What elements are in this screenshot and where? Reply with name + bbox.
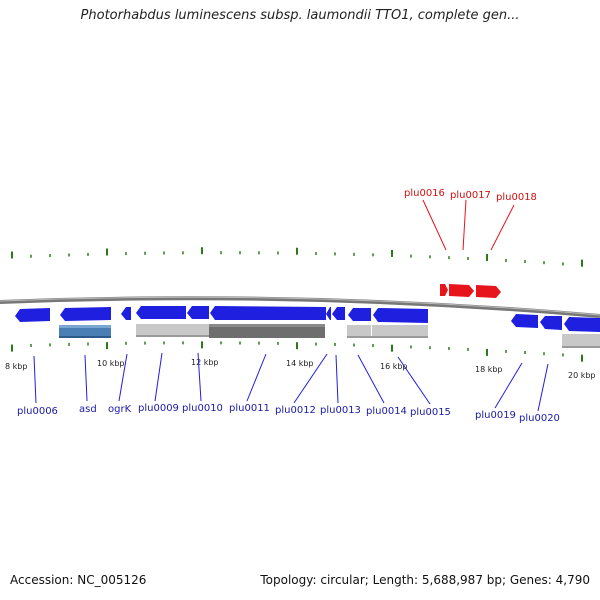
kbp-label: 20 kbp [568,371,596,380]
gene-arrow-plu0016[interactable] [440,284,448,296]
gene-arrow-plu0018[interactable] [476,285,501,298]
gene-label-plu0009[interactable]: plu0009 [138,403,179,414]
gene-arrow-plu0010[interactable] [187,306,209,319]
chromosome-backbone [0,296,600,318]
rna-bar-plu0014[interactable] [347,325,371,338]
reverse-gene-labels: plu0006 asd ogrK plu0009 plu0010 plu0011… [17,403,560,424]
gene-arrow-plu0012[interactable] [326,307,331,320]
gene-label-plu0017[interactable]: plu0017 [450,190,491,201]
kbp-label: 18 kbp [475,365,503,374]
gene-arrow-asd[interactable] [60,307,111,321]
reverse-strand-genes [15,306,600,332]
forward-gene-callouts [422,199,515,251]
gene-label-plu0020[interactable]: plu0020 [519,413,560,424]
gene-arrow-plu0009[interactable] [136,306,186,319]
gene-label-asd[interactable]: asd [79,404,97,415]
gene-arrow-plu0011[interactable] [210,306,326,320]
gene-label-plu0016[interactable]: plu0016 [404,188,445,199]
kbp-label: 16 kbp [380,362,408,371]
kbp-label: 12 kbp [191,358,219,367]
gene-arrow-next[interactable] [564,317,600,332]
gene-label-plu0006[interactable]: plu0006 [17,406,58,417]
gene-arrow-plu0017[interactable] [449,284,474,297]
rna-bar-plu0009[interactable] [136,324,209,337]
gene-label-plu0014[interactable]: plu0014 [366,406,407,417]
gene-label-plu0018[interactable]: plu0018 [496,192,537,203]
kbp-label: 10 kbp [97,359,125,368]
page-title: Photorhabdus luminescens subsp. laumondi… [80,8,520,23]
genome-summary-text: Topology: circular; Length: 5,688,987 bp… [260,573,590,587]
rna-bar-plu0015[interactable] [372,325,428,338]
rna-bar-plu0011[interactable] [209,324,325,338]
gene-arrow-plu0020[interactable] [540,316,562,330]
gene-label-plu0011[interactable]: plu0011 [229,403,270,414]
footer: Accession: NC_005126 Topology: circular;… [0,573,600,593]
rna-bar-asd[interactable] [59,325,111,338]
gene-label-plu0010[interactable]: plu0010 [182,403,223,414]
gene-arrow-plu0019[interactable] [511,314,538,328]
gene-arrow-plu0015[interactable] [373,308,428,323]
reverse-gene-callouts [33,352,549,412]
kbp-label: 8 kbp [5,362,27,371]
gene-arrow-plu0013[interactable] [332,307,345,320]
gene-label-plu0019[interactable]: plu0019 [475,410,516,421]
gene-arrow-plu0006[interactable] [15,308,50,322]
gene-label-plu0012[interactable]: plu0012 [275,405,316,416]
rna-bar-next[interactable] [562,334,600,348]
gene-label-plu0015[interactable]: plu0015 [410,407,451,418]
tick-marks-bottom [11,341,583,362]
accession-text: Accession: NC_005126 [10,573,147,587]
gene-label-plu0013[interactable]: plu0013 [320,405,361,416]
kbp-label: 14 kbp [286,359,314,368]
forward-strand-genes [440,284,501,298]
tick-marks-top [11,247,583,267]
gene-arrow-plu0014[interactable] [348,308,371,321]
rna-feature-bars [59,324,600,348]
forward-gene-labels: plu0016 plu0017 plu0018 [404,188,537,203]
kbp-scale-labels: 8 kbp 10 kbp 12 kbp 14 kbp 16 kbp 18 kbp… [5,358,596,380]
chromosome-backbone-highlight [0,296,600,316]
gene-label-ogrK[interactable]: ogrK [108,404,132,415]
gene-arrow-ogrK[interactable] [121,307,131,320]
